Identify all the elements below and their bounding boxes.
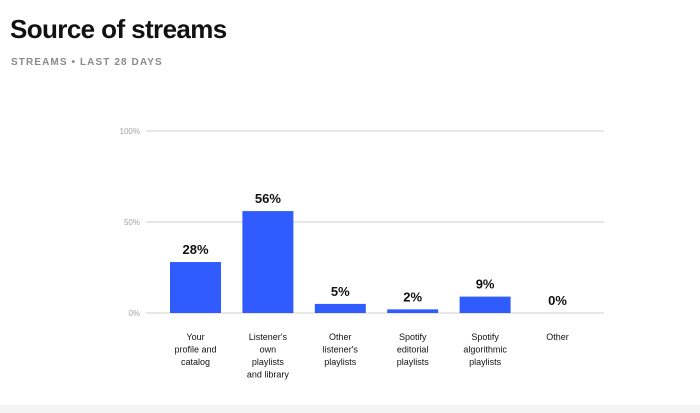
footer-strip (0, 405, 700, 413)
bar (387, 309, 439, 313)
page-title: Source of streams (10, 14, 227, 44)
data-label: 56% (255, 191, 281, 206)
category-label: Spotify algorithmic playlists (463, 332, 507, 367)
bar (459, 296, 511, 313)
bar-layer (170, 211, 511, 313)
category-label: Your profile and catalog (174, 332, 216, 367)
data-label: 5% (331, 284, 350, 299)
category-label: Other listener's playlists (323, 332, 359, 367)
data-label: 28% (182, 242, 208, 257)
data-label: 0% (548, 293, 567, 308)
category-label: Other (546, 332, 569, 342)
data-label: 2% (403, 289, 422, 304)
category-label: Listener's own playlists and library (247, 332, 290, 380)
grid-layer: 0% 50% 100% (120, 127, 604, 318)
bar (170, 262, 221, 313)
y-tick-label: 50% (124, 218, 140, 227)
bar (314, 303, 366, 313)
y-tick-label: 100% (120, 127, 140, 136)
label-layer: 28% Your profile and catalog 56% Listener's ow… (174, 191, 568, 379)
category-label: Spotify editorial playlists (397, 332, 430, 367)
page-subtitle: STREAMS • LAST 28 DAYS (11, 57, 163, 68)
y-tick-label: 0% (128, 309, 140, 318)
data-label: 9% (476, 277, 495, 292)
bar (242, 211, 294, 313)
